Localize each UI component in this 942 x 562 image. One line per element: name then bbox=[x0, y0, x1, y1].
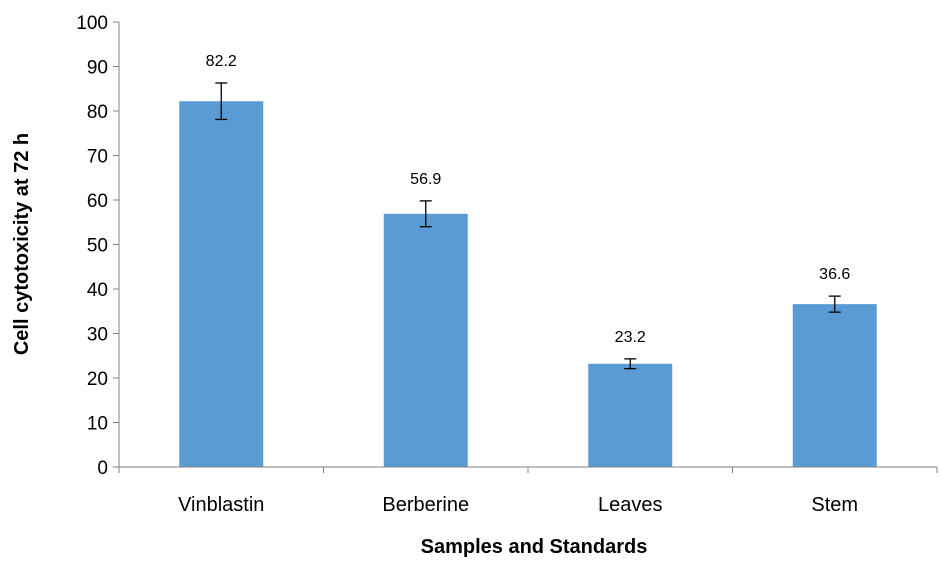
error-bar-stem bbox=[828, 295, 841, 313]
y-axis-title: Cell cytotoxicity at 72 h bbox=[11, 133, 33, 355]
y-tick-label: 60 bbox=[87, 191, 108, 212]
y-tick-label: 50 bbox=[87, 236, 108, 257]
bar-stem bbox=[792, 304, 877, 467]
y-tick-label: 30 bbox=[87, 325, 108, 346]
x-tick-label-berberine: Berberine bbox=[382, 494, 469, 516]
error-bar-vinblastin bbox=[215, 82, 228, 121]
error-bar-berberine bbox=[419, 200, 432, 228]
x-tick-label-vinblastin: Vinblastin bbox=[178, 494, 264, 516]
y-tick-label: 90 bbox=[87, 58, 108, 79]
error-bars-layer bbox=[215, 82, 841, 370]
y-tick-label: 100 bbox=[76, 13, 108, 34]
y-ticks-layer: 0 10 20 30 40 50 60 70 80 90 100 bbox=[76, 13, 119, 479]
y-tick-label: 0 bbox=[97, 458, 108, 479]
y-tick-label: 40 bbox=[87, 280, 108, 301]
data-labels-layer: 82.2 56.9 23.2 36.6 bbox=[206, 53, 851, 346]
y-tick-label: 70 bbox=[87, 147, 108, 168]
x-axis-title: Samples and Standards bbox=[421, 536, 648, 558]
data-label-leaves: 23.2 bbox=[615, 329, 646, 346]
data-label-stem: 36.6 bbox=[819, 266, 850, 283]
y-tick-label: 10 bbox=[87, 414, 108, 435]
bars-layer bbox=[179, 101, 877, 468]
x-tick-label-stem: Stem bbox=[811, 494, 858, 516]
bar-vinblastin bbox=[179, 101, 264, 468]
bar-berberine bbox=[383, 213, 468, 467]
error-bar-leaves bbox=[624, 358, 637, 370]
data-label-berberine: 56.9 bbox=[410, 171, 441, 188]
x-ticks-layer: Vinblastin Berberine Leaves Stem bbox=[118, 467, 938, 516]
x-tick-label-leaves: Leaves bbox=[598, 494, 663, 516]
bar-leaves bbox=[588, 363, 673, 467]
y-tick-label: 80 bbox=[87, 102, 108, 123]
data-label-vinblastin: 82.2 bbox=[206, 53, 237, 70]
y-tick-label: 20 bbox=[87, 369, 108, 390]
